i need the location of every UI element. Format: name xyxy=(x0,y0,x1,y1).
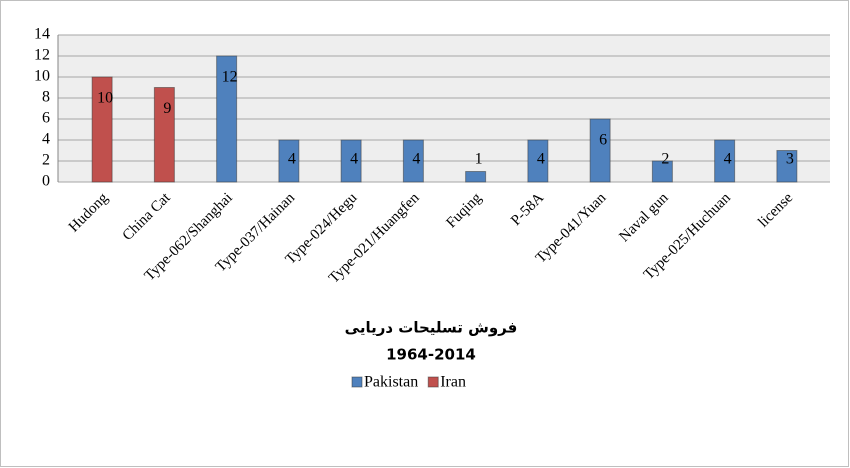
data-label: 4 xyxy=(724,151,732,168)
legend-swatch xyxy=(351,376,363,388)
y-tick-label: 10 xyxy=(34,68,50,85)
data-label: 1 xyxy=(475,151,483,168)
y-tick-label: 4 xyxy=(42,131,50,148)
data-label: 4 xyxy=(288,151,296,168)
bar xyxy=(153,87,175,183)
bar xyxy=(465,171,487,183)
legend-label: Iran xyxy=(440,374,466,391)
y-tick-label: 12 xyxy=(34,47,50,64)
chart-title: فروش تسلیحات دریایی xyxy=(345,319,518,337)
y-tick-label: 6 xyxy=(42,110,50,127)
plot-area xyxy=(58,35,830,182)
bar xyxy=(340,139,362,183)
data-label: 4 xyxy=(412,151,420,168)
data-label: 6 xyxy=(599,132,607,149)
bar xyxy=(776,150,798,183)
y-tick-label: 8 xyxy=(42,89,50,106)
data-label: 9 xyxy=(163,100,171,117)
data-label: 4 xyxy=(350,151,358,168)
bar xyxy=(402,139,424,183)
data-label: 2 xyxy=(661,151,669,168)
bar xyxy=(278,139,300,183)
bar xyxy=(527,139,549,183)
y-tick-label: 2 xyxy=(42,152,50,169)
data-label: 10 xyxy=(97,90,113,107)
bar xyxy=(91,76,113,183)
chart-subtitle: 1964-2014 xyxy=(386,346,476,364)
data-label: 3 xyxy=(786,151,794,168)
data-label: 4 xyxy=(537,151,545,168)
bar xyxy=(589,118,611,183)
y-tick-label: 14 xyxy=(34,26,50,43)
bar xyxy=(651,160,673,183)
data-label: 12 xyxy=(222,69,238,86)
legend-swatch xyxy=(427,376,439,388)
legend-label: Pakistan xyxy=(364,374,418,391)
y-tick-label: 0 xyxy=(42,173,50,190)
bar xyxy=(714,139,736,183)
bar xyxy=(216,55,238,183)
